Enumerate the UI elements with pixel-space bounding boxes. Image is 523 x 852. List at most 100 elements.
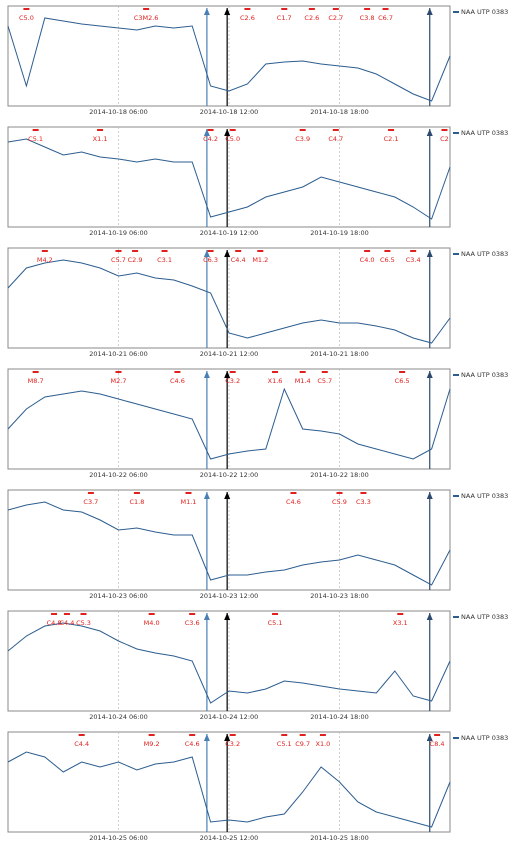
flare-bar <box>244 8 251 10</box>
signal-line <box>7 259 451 344</box>
marker-arrow <box>203 371 210 378</box>
x-tick-label: 2014-10-22 06:00 <box>89 471 148 479</box>
flare-bar <box>115 250 122 252</box>
flare-label: C6.5 <box>380 256 395 264</box>
flare-bar <box>229 129 236 131</box>
flare-bar <box>148 734 155 736</box>
flare-bar <box>189 613 196 615</box>
flare-bar <box>272 371 279 373</box>
x-tick-label: 2014-10-18 06:00 <box>89 108 148 116</box>
signal-line <box>7 751 451 828</box>
flare-label: C1.7 <box>277 14 292 22</box>
x-tick-label: 2014-10-25 18:00 <box>310 834 369 842</box>
x-tick-label: 2014-10-21 18:00 <box>310 350 369 358</box>
flare-bar <box>148 613 155 615</box>
marker-arrow <box>224 129 231 136</box>
flare-bar <box>332 129 339 131</box>
flare-label: C9.7 <box>295 740 310 748</box>
flare-bar <box>63 613 70 615</box>
flare-bar <box>332 8 339 10</box>
flare-bar <box>388 129 395 131</box>
flare-label: C6.7 <box>378 14 393 22</box>
flare-bar <box>133 492 140 494</box>
flare-bar <box>229 371 236 373</box>
flare-label: C4.4 <box>59 619 74 627</box>
flare-label: C5.9 <box>332 498 347 506</box>
x-tick-label: 2014-10-25 06:00 <box>89 834 148 842</box>
marker-arrow <box>426 250 433 257</box>
flare-label: C4.0 <box>360 256 375 264</box>
flare-label: C5.7 <box>111 256 126 264</box>
flare-label: C2.6 <box>304 14 319 22</box>
flare-label: X1.0 <box>316 740 331 748</box>
flare-bar <box>87 492 94 494</box>
flare-label: C3.1 <box>157 256 172 264</box>
flare-label: M1.2 <box>252 256 268 264</box>
marker-arrow <box>426 613 433 620</box>
flare-bar <box>399 371 406 373</box>
marker-arrow <box>224 734 231 741</box>
flare-label: C5.1 <box>28 135 43 143</box>
marker-arrow <box>224 8 231 15</box>
flare-bar <box>207 129 214 131</box>
flare-label: C5.1 <box>268 619 283 627</box>
flare-bar <box>115 371 122 373</box>
flare-bar <box>189 734 196 736</box>
x-tick-label: 2014-10-24 12:00 <box>200 713 259 721</box>
flare-label: C4.6 <box>170 377 185 385</box>
flare-label: C4.6 <box>185 740 200 748</box>
signal-line <box>7 501 451 586</box>
flare-label: C3.3 <box>356 498 371 506</box>
flare-bar <box>207 250 214 252</box>
signal-line <box>7 622 451 704</box>
legend-label: NAA UTP 0383 <box>461 250 508 258</box>
flare-label: C4.4 <box>231 256 246 264</box>
legend-label: NAA UTP 0383 <box>461 371 508 379</box>
flare-label: C3.8 <box>360 14 375 22</box>
legend-label: NAA UTP 0383 <box>461 734 508 742</box>
flare-bar <box>32 371 39 373</box>
x-tick-label: 2014-10-22 12:00 <box>200 471 259 479</box>
flare-bar <box>174 371 181 373</box>
flare-label: C6.3 <box>203 256 218 264</box>
flare-bar <box>80 613 87 615</box>
flare-bar <box>360 492 367 494</box>
x-tick-label: 2014-10-23 12:00 <box>200 592 259 600</box>
flare-label: C4.8 <box>47 619 62 627</box>
flare-label: C8.4 <box>430 740 445 748</box>
x-tick-label: 2014-10-22 18:00 <box>310 471 369 479</box>
flare-bar <box>441 129 448 131</box>
flare-label: C2.6 <box>240 14 255 22</box>
flare-label: X1.1 <box>93 135 108 143</box>
x-tick-label: 2014-10-24 06:00 <box>89 713 148 721</box>
marker-arrow <box>426 371 433 378</box>
flare-bar <box>78 734 85 736</box>
marker-arrow <box>426 129 433 136</box>
flare-bar <box>281 734 288 736</box>
flare-label: X3.1 <box>393 619 408 627</box>
flare-bar <box>272 613 279 615</box>
flare-bar <box>299 129 306 131</box>
flare-label: M2.7 <box>111 377 127 385</box>
flare-label: C3M2.6 <box>134 14 159 22</box>
flare-bar <box>97 129 104 131</box>
flare-bar <box>161 250 168 252</box>
flare-bar <box>410 250 417 252</box>
flare-bar <box>143 8 150 10</box>
marker-arrow <box>224 613 231 620</box>
flare-label: C4.6 <box>286 498 301 506</box>
signal-line <box>7 17 451 102</box>
x-tick-label: 2014-10-21 06:00 <box>89 350 148 358</box>
flare-label: M4.2 <box>37 256 53 264</box>
flare-label: C3.2 <box>225 377 240 385</box>
flare-bar <box>41 250 48 252</box>
legend-label: NAA UTP 0383 <box>461 492 508 500</box>
marker-arrow <box>224 371 231 378</box>
legend-label: NAA UTP 0383 <box>461 613 508 621</box>
flare-bar <box>299 371 306 373</box>
flare-bar <box>364 8 371 10</box>
marker-arrow <box>224 250 231 257</box>
marker-arrow <box>203 613 210 620</box>
